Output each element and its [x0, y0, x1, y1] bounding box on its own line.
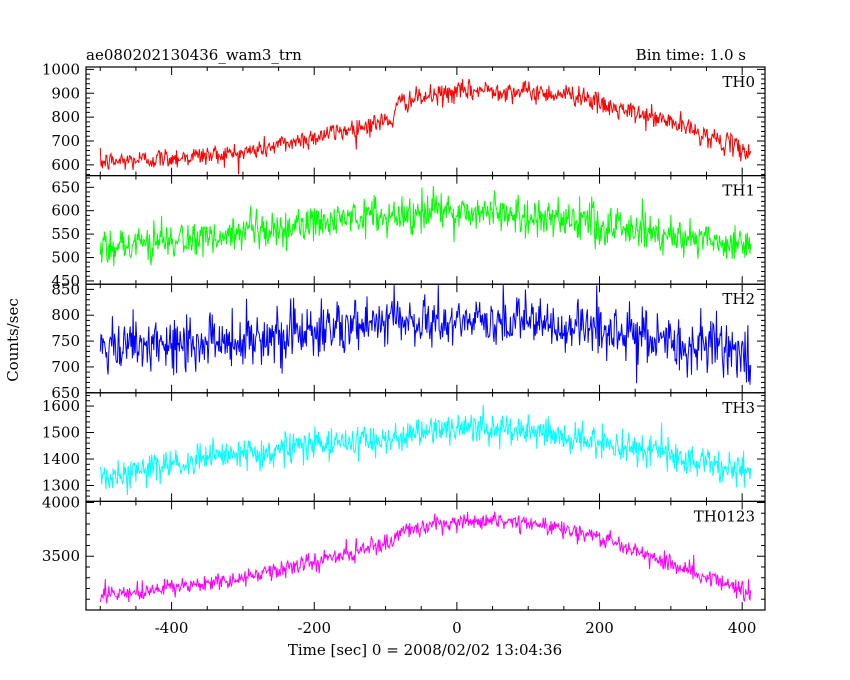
x-tick-label: -400	[155, 619, 189, 637]
y-tick-label: 700	[51, 358, 80, 376]
panels-group: 600 700 800 900 1000 TH0 450 500 550 600 650 TH1 650…	[42, 60, 766, 637]
bin-time-label: Bin time: 1.0 s	[636, 46, 746, 64]
y-tick-label: 3500	[42, 547, 80, 565]
y-tick-label: 450	[51, 272, 80, 290]
y-tick-label: 750	[51, 332, 80, 350]
series-line-th1	[99, 185, 752, 267]
y-tick-label: 500	[51, 249, 80, 267]
series-line-th0	[99, 78, 752, 175]
y-tick-label: 800	[51, 108, 80, 126]
panel-label-th3: TH3	[722, 399, 755, 417]
y-tick-label: 1600	[42, 397, 80, 415]
y-tick-label: 550	[51, 225, 80, 243]
y-tick-label: 800	[51, 306, 80, 324]
panel-label-th0123: TH0123	[694, 507, 755, 525]
y-tick-label: 700	[51, 132, 80, 150]
y-tick-label: 1000	[42, 60, 80, 78]
x-tick-label: 400	[728, 619, 757, 637]
y-tick-label: 650	[51, 384, 80, 402]
y-tick-label: 600	[51, 156, 80, 174]
y-tick-label: 600	[51, 202, 80, 220]
x-axis-label: Time [sec] 0 = 2008/02/02 13:04:36	[288, 641, 562, 659]
panel-frame-th2	[85, 283, 766, 394]
x-tick-label: 0	[452, 619, 462, 637]
panel-frame-th3	[85, 392, 766, 502]
y-axis-label: Counts/sec	[4, 298, 22, 382]
series-line-th2	[99, 284, 752, 385]
panel-label-th1: TH1	[722, 182, 755, 200]
series-line-th0123	[99, 511, 752, 604]
y-tick-label: 650	[51, 178, 80, 196]
y-tick-label: 900	[51, 84, 80, 102]
y-tick-label: 4000	[42, 493, 80, 511]
y-tick-label: 1300	[42, 477, 80, 495]
y-tick-label: 850	[51, 280, 80, 298]
x-tick-label: 200	[585, 619, 614, 637]
panel-frame-th0123	[85, 500, 766, 611]
y-tick-label: 1400	[42, 450, 80, 468]
panel-label-th0: TH0	[722, 73, 755, 91]
chart-title: ae080202130436_wam3_trn	[86, 46, 302, 64]
x-tick-label: -200	[297, 619, 331, 637]
y-tick-label: 1500	[42, 424, 80, 442]
panel-label-th2: TH2	[722, 290, 755, 308]
series-line-th3	[99, 404, 752, 496]
